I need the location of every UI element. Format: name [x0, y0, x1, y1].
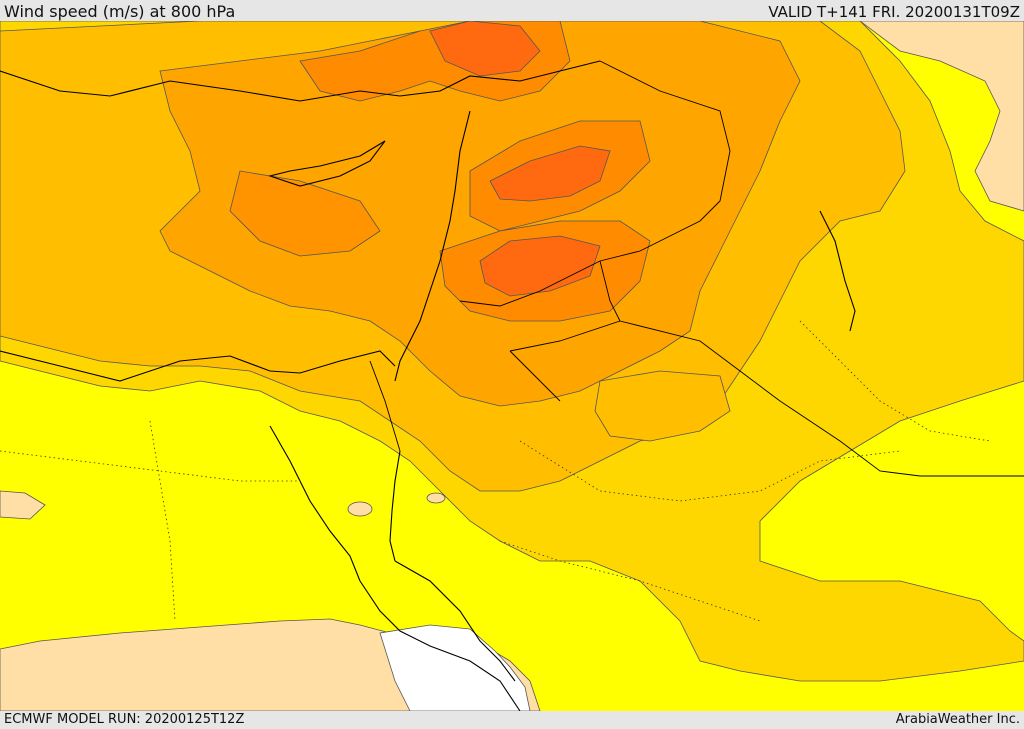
coast-anatolia [0, 60, 601, 102]
coastlines [0, 60, 856, 711]
model-run: ECMWF MODEL RUN: 20200125T12Z [4, 712, 245, 727]
border-syria-iraq [599, 60, 731, 262]
border-saudi-iraq [619, 320, 1024, 477]
white-area-red-sea [379, 624, 531, 711]
coast-north-africa [0, 350, 396, 382]
core-south [479, 235, 601, 297]
border-saudi-jordan [509, 350, 561, 402]
map-header: Wind speed (m/s) at 800 hPa VALID T+141 … [0, 0, 1024, 21]
pale-spot [426, 492, 446, 504]
pale-spot [347, 501, 373, 517]
coast-red-sea-east [394, 560, 516, 682]
boundary [149, 420, 176, 622]
wind-speed-map [0, 21, 1024, 711]
coast-gulf [819, 210, 856, 332]
coast-levant [394, 110, 471, 382]
internal-boundaries [0, 320, 991, 622]
pale-area-northeast [859, 21, 1024, 212]
orange-sw-lobe [229, 170, 381, 257]
border-egypt-israel [369, 360, 401, 452]
map-footer: ECMWF MODEL RUN: 20200125T12Z ArabiaWeat… [0, 711, 1024, 729]
borders [369, 60, 1024, 477]
coast-suez-gulf [269, 425, 361, 582]
boundary [0, 450, 300, 482]
coast-aqaba-gulf [389, 450, 401, 562]
core-center [489, 145, 611, 202]
map-title: Wind speed (m/s) at 800 hPa [4, 2, 236, 21]
core-north [429, 21, 541, 77]
pale-area-west [0, 490, 46, 520]
valid-time: VALID T+141 FRI. 20200131T09Z [768, 3, 1020, 21]
boundary [799, 320, 991, 442]
low-wind-areas [0, 21, 1024, 711]
coast-red-sea-west [359, 580, 521, 711]
border-jordan [459, 260, 621, 352]
orange-south-lobe [594, 370, 731, 442]
wind-max-cores [429, 21, 611, 297]
boundary [499, 540, 761, 622]
coast-cyprus [268, 140, 386, 187]
credit-text: ArabiaWeather Inc. [895, 712, 1020, 727]
